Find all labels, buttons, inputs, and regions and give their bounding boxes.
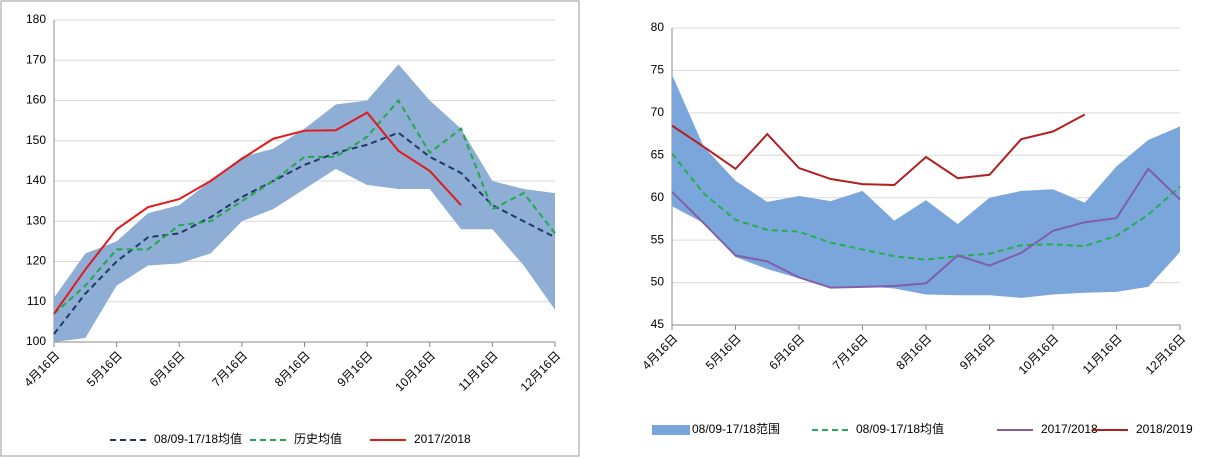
x-tick-label: 9月16日: [334, 348, 375, 389]
x-tick-label: 9月16日: [957, 331, 998, 372]
x-tick-label: 12月16日: [518, 348, 564, 394]
x-tick-label: 5月16日: [703, 331, 744, 372]
x-tick-label: 8月16日: [272, 348, 313, 389]
x-tick-label: 6月16日: [147, 348, 188, 389]
y-tick-label: 160: [26, 93, 46, 107]
legend-label: 08/09-17/18均值: [154, 431, 242, 446]
y-tick-label: 60: [651, 190, 665, 204]
y-tick-label: 100: [26, 334, 46, 348]
y-tick-label: 50: [651, 275, 665, 289]
x-tick-label: 7月16日: [830, 331, 871, 372]
series-line: [671, 152, 1181, 261]
y-tick-label: 110: [27, 294, 46, 308]
x-tick-label: 10月16日: [392, 348, 438, 394]
series-line: [53, 111, 462, 315]
series-line: [53, 98, 556, 315]
y-tick-label: 45: [651, 317, 665, 331]
x-tick-label: 5月16日: [84, 348, 125, 389]
range-band: [54, 64, 555, 343]
series-line: [53, 131, 556, 335]
x-tick-label: 8月16日: [893, 331, 934, 372]
x-tick-label: 4月16日: [639, 331, 680, 372]
y-tick-label: 180: [26, 12, 46, 26]
range-band: [672, 74, 1180, 298]
legend-label: 历史均值: [294, 431, 342, 446]
legend-swatch: [652, 425, 690, 435]
y-tick-label: 75: [651, 63, 665, 77]
y-tick-label: 120: [26, 254, 46, 268]
series-line: [671, 113, 1086, 186]
y-tick-label: 170: [26, 52, 46, 66]
legend-label: 2017/2018: [414, 432, 471, 446]
x-tick-label: 11月16日: [1080, 331, 1125, 376]
x-tick-label: 10月16日: [1016, 331, 1062, 377]
y-tick-label: 150: [26, 133, 46, 147]
y-tick-label: 55: [651, 232, 665, 246]
x-tick-label: 4月16日: [21, 348, 62, 389]
x-tick-label: 7月16日: [209, 348, 250, 389]
x-tick-label: 11月16日: [456, 348, 501, 393]
x-tick-label: 12月16日: [1143, 331, 1189, 377]
y-tick-label: 80: [651, 20, 665, 34]
y-tick-label: 130: [26, 213, 46, 227]
legend-label: 08/09-17/18范围: [692, 422, 780, 436]
y-tick-label: 65: [651, 147, 665, 161]
x-tick-label: 6月16日: [766, 331, 807, 372]
y-tick-label: 140: [26, 173, 46, 187]
legend-label: 2018/2019: [1136, 422, 1193, 436]
legend-label: 08/09-17/18均值: [856, 421, 944, 436]
legend-label: 2017/2018: [1041, 422, 1098, 436]
y-tick-label: 70: [651, 105, 665, 119]
chart-frame: [0, 0, 580, 457]
series-line: [671, 167, 1181, 289]
